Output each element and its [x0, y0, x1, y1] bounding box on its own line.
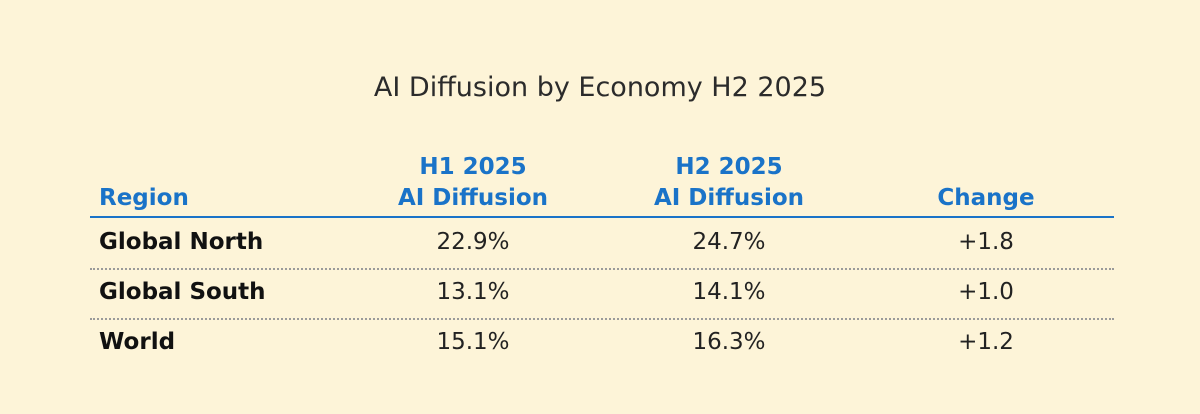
column-header: Region — [99, 185, 189, 211]
column-header: AI Diffusion — [653, 185, 805, 211]
table-cell: 16.3% — [692, 329, 766, 355]
table-cell: +1.2 — [958, 329, 1014, 355]
table-title: AI Diffusion by Economy H2 2025 — [373, 72, 827, 103]
row-label: Global North — [99, 229, 264, 255]
table-cell: 24.7% — [692, 229, 766, 255]
row-separator — [90, 318, 1114, 320]
table-cell: 22.9% — [436, 229, 510, 255]
column-header: Change — [937, 185, 1035, 211]
column-header: H2 2025 — [675, 154, 783, 180]
row-label: Global South — [99, 279, 266, 305]
row-separator — [90, 268, 1114, 270]
table-cell: +1.8 — [958, 229, 1014, 255]
table-cell: 14.1% — [692, 279, 766, 305]
column-header: H1 2025 — [419, 154, 527, 180]
row-label: World — [99, 329, 176, 355]
table-cell: +1.0 — [958, 279, 1014, 305]
table-cell: 13.1% — [436, 279, 510, 305]
table-cell: 15.1% — [436, 329, 510, 355]
header-rule — [90, 216, 1114, 218]
column-header: AI Diffusion — [397, 185, 549, 211]
